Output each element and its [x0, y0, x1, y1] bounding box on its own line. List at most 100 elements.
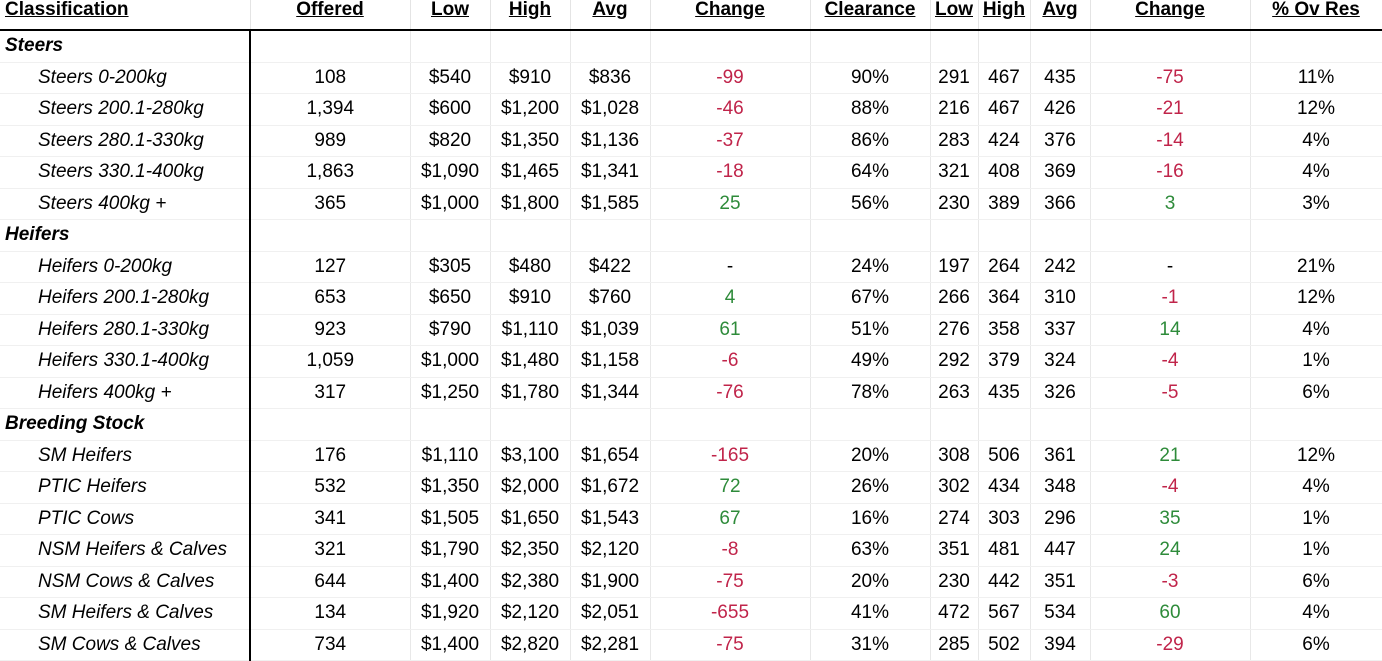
empty-cell: [410, 219, 491, 252]
avg-price-cell: $2,051: [570, 597, 651, 630]
avg-ckg-cell: 376: [1030, 125, 1091, 157]
high-price-cell: $2,820: [490, 629, 571, 661]
avg-ckg-cell: 296: [1030, 503, 1091, 535]
high-price-cell: $1,480: [490, 345, 571, 378]
change-price-cell: -165: [650, 440, 811, 472]
change-ckg-cell: -16: [1090, 156, 1251, 189]
high-ckg-cell: 264: [978, 251, 1031, 283]
avg-price-cell: $1,585: [570, 188, 651, 220]
change-price-cell: -46: [650, 93, 811, 126]
avg-ckg-cell: 337: [1030, 314, 1091, 346]
ov-res-cell: 12%: [1250, 440, 1382, 472]
avg-ckg-cell: 534: [1030, 597, 1091, 630]
classification-cell: Heifers 280.1-330kg: [0, 314, 251, 346]
low-price-cell: $1,400: [410, 566, 491, 598]
change-price-cell: -75: [650, 566, 811, 598]
classification-cell: PTIC Cows: [0, 503, 251, 535]
high-price-cell: $1,800: [490, 188, 571, 220]
avg-price-cell: $836: [570, 62, 651, 94]
table-row: SM Heifers & Calves 134 $1,920 $2,120 $2,051…: [0, 597, 1382, 630]
change-price-cell: 72: [650, 471, 811, 504]
clearance-cell: 86%: [810, 125, 931, 157]
ov-res-cell: 4%: [1250, 597, 1382, 630]
empty-cell: [650, 30, 811, 63]
low-price-cell: $1,110: [410, 440, 491, 472]
empty-cell: [410, 30, 491, 63]
change-price-cell: -: [650, 251, 811, 283]
low-price-cell: $650: [410, 282, 491, 315]
avg-ckg-cell: 394: [1030, 629, 1091, 661]
header-change-ckg: Change: [1090, 0, 1251, 31]
table-row: Heifers 0-200kg 127 $305 $480 $422-24% 197 264…: [0, 251, 1382, 283]
ov-res-cell: 1%: [1250, 345, 1382, 378]
change-ckg-cell: 60: [1090, 597, 1251, 630]
category-label: Steers: [0, 30, 251, 63]
empty-cell: [490, 408, 571, 441]
high-price-cell: $1,200: [490, 93, 571, 126]
classification-cell: Heifers 0-200kg: [0, 251, 251, 283]
empty-cell: [930, 408, 979, 441]
clearance-cell: 63%: [810, 534, 931, 567]
classification-cell: SM Heifers: [0, 440, 251, 472]
empty-cell: [1250, 408, 1382, 441]
ov-res-cell: 4%: [1250, 471, 1382, 504]
low-ckg-cell: 321: [930, 156, 979, 189]
high-price-cell: $2,380: [490, 566, 571, 598]
change-ckg-cell: 3: [1090, 188, 1251, 220]
clearance-cell: 51%: [810, 314, 931, 346]
ov-res-cell: 11%: [1250, 62, 1382, 94]
high-ckg-cell: 379: [978, 345, 1031, 378]
high-ckg-cell: 424: [978, 125, 1031, 157]
ov-res-cell: 6%: [1250, 566, 1382, 598]
low-price-cell: $1,000: [410, 345, 491, 378]
clearance-cell: 20%: [810, 566, 931, 598]
table-row: NSM Cows & Calves 644 $1,400 $2,380 $1,900 -7…: [0, 566, 1382, 598]
avg-price-cell: $2,120: [570, 534, 651, 567]
change-price-cell: -6: [650, 345, 811, 378]
low-ckg-cell: 291: [930, 62, 979, 94]
low-ckg-cell: 263: [930, 377, 979, 409]
table-row: Heifers 330.1-400kg 1,059 $1,000 $1,480 $1,1…: [0, 345, 1382, 378]
avg-price-cell: $760: [570, 282, 651, 315]
table-body: Steers Steers 0-200kg 108 $540 $910 $836 -99 90…: [0, 30, 1382, 661]
empty-cell: [650, 408, 811, 441]
classification-cell: SM Cows & Calves: [0, 629, 251, 661]
change-price-cell: -99: [650, 62, 811, 94]
offered-cell: 365: [250, 188, 411, 220]
low-ckg-cell: 230: [930, 566, 979, 598]
high-ckg-cell: 435: [978, 377, 1031, 409]
avg-ckg-cell: 348: [1030, 471, 1091, 504]
change-price-cell: -76: [650, 377, 811, 409]
avg-price-cell: $1,672: [570, 471, 651, 504]
classification-cell: Steers 0-200kg: [0, 62, 251, 94]
high-ckg-cell: 389: [978, 188, 1031, 220]
offered-cell: 321: [250, 534, 411, 567]
ov-res-cell: 3%: [1250, 188, 1382, 220]
classification-cell: Heifers 200.1-280kg: [0, 282, 251, 315]
high-price-cell: $480: [490, 251, 571, 283]
offered-cell: 1,059: [250, 345, 411, 378]
high-ckg-cell: 358: [978, 314, 1031, 346]
ov-res-cell: 1%: [1250, 503, 1382, 535]
avg-price-cell: $2,281: [570, 629, 651, 661]
empty-cell: [490, 30, 571, 63]
avg-ckg-cell: 426: [1030, 93, 1091, 126]
change-ckg-cell: -5: [1090, 377, 1251, 409]
avg-ckg-cell: 326: [1030, 377, 1091, 409]
high-price-cell: $910: [490, 282, 571, 315]
empty-cell: [250, 408, 411, 441]
low-price-cell: $1,250: [410, 377, 491, 409]
header-classification: Classification: [0, 0, 251, 31]
change-ckg-cell: -: [1090, 251, 1251, 283]
avg-price-cell: $1,158: [570, 345, 651, 378]
avg-ckg-cell: 242: [1030, 251, 1091, 283]
category-label: Heifers: [0, 219, 251, 252]
empty-cell: [1250, 30, 1382, 63]
classification-cell: NSM Cows & Calves: [0, 566, 251, 598]
classification-cell: Heifers 400kg +: [0, 377, 251, 409]
empty-cell: [810, 219, 931, 252]
ov-res-cell: 6%: [1250, 377, 1382, 409]
ov-res-cell: 12%: [1250, 282, 1382, 315]
avg-ckg-cell: 324: [1030, 345, 1091, 378]
avg-price-cell: $422: [570, 251, 651, 283]
